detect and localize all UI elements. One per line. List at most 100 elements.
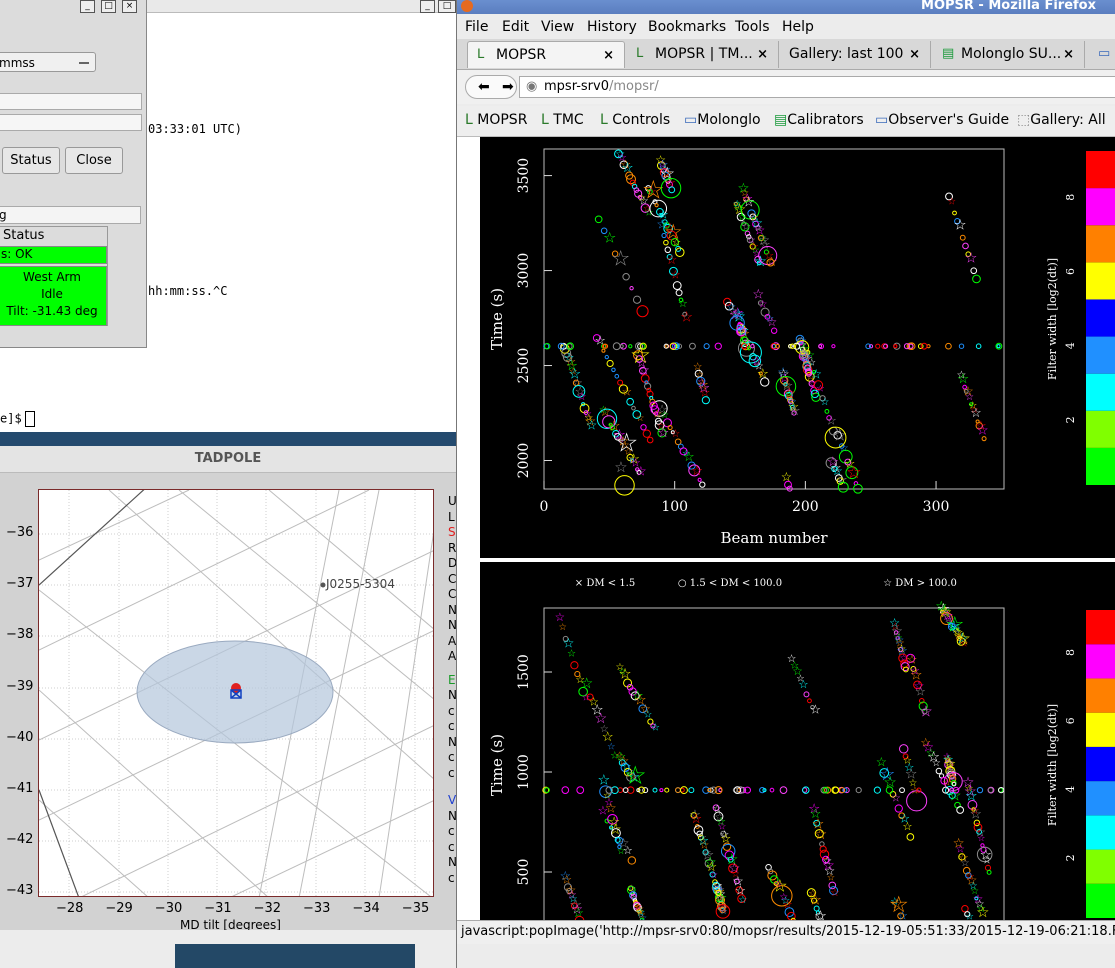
close-tab-icon[interactable]: × [909, 47, 920, 62]
tab-gallery[interactable]: Gallery: last 100 × [779, 41, 931, 68]
taskbar-item[interactable] [175, 944, 415, 968]
bookmark-mopsr[interactable]: ᒪ MOPSR [465, 112, 528, 128]
candidate-point: ☆ [796, 334, 807, 348]
back-forward-buttons[interactable]: ⬅ ➡ [465, 75, 517, 99]
mode-select[interactable]: mmss [0, 52, 96, 72]
candidate-point: ☆ [720, 828, 730, 841]
minimize-icon[interactable]: _ [80, 0, 95, 13]
source-label: J0255-5304 [326, 577, 395, 591]
close-tab-icon[interactable]: × [757, 47, 768, 62]
candidate-point: ☆ [809, 891, 822, 909]
candidate-point [763, 249, 769, 255]
forward-arrow-icon[interactable]: ➡ [502, 79, 514, 95]
candidate-point [675, 289, 683, 297]
candidate-point: ☆ [910, 668, 923, 684]
candidate-point [752, 220, 759, 228]
bookmark-calibrators[interactable]: ▤Calibrators [774, 112, 864, 128]
candidate-point [986, 869, 992, 875]
maximize-icon[interactable]: □ [438, 0, 456, 13]
tab-mopsr-tmc[interactable]: ᒪ MOPSR | TM... × [627, 41, 779, 68]
tab-molonglo[interactable]: ▤ Molonglo SU... × [933, 41, 1085, 68]
close-button[interactable]: Close [65, 147, 123, 174]
candidate-point: ☆ [604, 797, 613, 808]
candidate-point: ☆ [733, 199, 742, 210]
candidate-point: ☆ [788, 400, 800, 415]
globe-icon: ◉ [526, 79, 538, 94]
menu-history[interactable]: History [587, 19, 637, 35]
candidate-point: ☆ [890, 896, 899, 907]
candidate-point: ☆ [896, 644, 907, 659]
tab-overflow[interactable]: ▭ [1089, 41, 1115, 68]
maximize-icon[interactable]: □ [101, 0, 116, 13]
candidate-plot-bottom[interactable]: ☆ ☆ ☆ ☆ ☆ ☆ ☆ ☆ ☆ ☆ ☆ ☆ ☆ ☆ ☆ ☆ ☆ ☆ ☆ ☆ ☆ ☆ ☆ ☆ ☆ ☆ ☆ ☆ ☆ ☆ ☆ ☆ ☆ ☆ ☆ ☆ ☆ ☆ ☆ ☆… [480, 562, 1115, 920]
rfi-point [610, 786, 619, 795]
close-tab-icon[interactable]: × [603, 48, 614, 63]
candidate-point: ☆ [788, 403, 800, 419]
candidate-plot-top[interactable]: ☆ ☆ ☆ ☆ ☆ ☆ ☆ ☆ ☆ ☆ ☆ ☆ ☆ ☆ ☆ ☆ ☆ ☆ ☆ ☆ ☆ ☆ ☆ ☆ ☆ ☆ ☆ ☆ ☆ ☆ ☆ ☆ ☆ ☆ ☆ ☆ ☆ ☆ ☆ ☆… [480, 137, 1115, 558]
dialog-input-2[interactable] [0, 114, 142, 131]
candidate-point [811, 897, 818, 904]
terminal-line-utc: 03:33:01 UTC) [148, 122, 242, 136]
menu-file[interactable]: File [465, 19, 489, 35]
candidate-point: ☆ [808, 801, 820, 817]
page-content: ☆ ☆ ☆ ☆ ☆ ☆ ☆ ☆ ☆ ☆ ☆ ☆ ☆ ☆ ☆ ☆ ☆ ☆ ☆ ☆ ☆ ☆ ☆ ☆ ☆ ☆ ☆ ☆ ☆ ☆ ☆ ☆ ☆ ☆ ☆ ☆ ☆ ☆ ☆ ☆… [457, 137, 1115, 920]
west-arm-tilt: Tilt: -31.43 deg [6, 304, 98, 318]
url-bar[interactable]: ◉ mpsr-srv0/mopsr/ [519, 76, 1115, 98]
bookmark-gallery-all[interactable]: ⬚Gallery: All [1017, 112, 1106, 128]
firefox-logo-icon [461, 0, 473, 12]
colorbar-label: Filter width [log2(dt)] [1046, 258, 1059, 380]
candidate-point: ☆ [732, 308, 746, 326]
candidate-point: ☆ [942, 778, 951, 789]
candidate-point [853, 483, 863, 494]
candidate-point: ☆ [956, 369, 966, 382]
candidate-point: ☆ [945, 613, 964, 638]
bookmark-tmc[interactable]: ᒪ TMC [541, 112, 584, 128]
candidate-point: ☆ [643, 709, 652, 720]
candidate-point [654, 203, 659, 208]
candidate-point [697, 477, 702, 482]
candidate-point [715, 904, 731, 919]
bookmark-observers-guide[interactable]: ▭Observer's Guide [875, 112, 1010, 128]
rfi-point [868, 344, 874, 349]
candidate-point: ☆ [955, 630, 971, 650]
close-icon[interactable]: × [122, 0, 137, 13]
menu-bookmarks[interactable]: Bookmarks [648, 19, 727, 35]
dialog-input-1[interactable] [0, 93, 142, 110]
side-panel-letter: N [448, 734, 457, 749]
close-tab-icon[interactable]: × [1063, 47, 1074, 62]
menu-tools[interactable]: Tools [735, 19, 770, 35]
candidate-point [704, 858, 714, 868]
menu-edit[interactable]: Edit [502, 19, 530, 35]
bookmark-molonglo[interactable]: ▭Molonglo [684, 112, 761, 128]
colorbar-segment [1086, 151, 1115, 189]
tab-mopsr[interactable]: ᒪ MOPSR × [467, 41, 625, 68]
candidate-point: ☆ [827, 872, 835, 883]
tadpole-plot[interactable]: J0255-5304 [38, 489, 434, 897]
candidate-point: ☆ [808, 358, 817, 369]
candidate-point [940, 612, 953, 625]
candidate-point: ☆ [822, 855, 832, 868]
back-arrow-icon[interactable]: ⬅ [478, 79, 490, 95]
candidate-point [807, 698, 812, 704]
candidate-point: ☆ [638, 912, 647, 920]
candidate-point: ☆ [732, 875, 744, 890]
bookmark-controls[interactable]: ᒪ Controls [600, 112, 671, 128]
candidate-point: ☆ [716, 814, 726, 828]
candidate-point: ☆ [597, 803, 608, 817]
candidate-point [935, 767, 943, 775]
colorbar-segment [1086, 299, 1115, 337]
colorbar-segment [1086, 225, 1115, 263]
candidate-point: ☆ [720, 907, 728, 917]
candidate-point: ☆ [796, 673, 804, 684]
rfi-point [637, 786, 646, 794]
candidate-point [631, 405, 636, 411]
status-button[interactable]: Status [2, 147, 60, 174]
west-arm-state: Idle [41, 287, 63, 301]
candidate-point [561, 348, 572, 359]
rfi-point [881, 343, 888, 350]
rfi-point [636, 788, 641, 793]
url-host: mpsr-srv0 [544, 79, 609, 94]
menu-view[interactable]: View [541, 19, 575, 35]
menu-help[interactable]: Help [782, 19, 814, 35]
minimize-icon[interactable]: _ [420, 0, 435, 13]
